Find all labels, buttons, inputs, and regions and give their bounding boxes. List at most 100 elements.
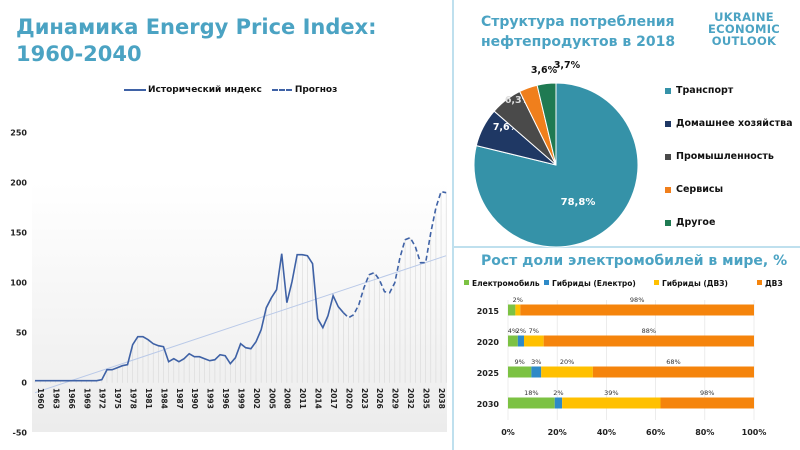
y-tick-label: 50 <box>16 329 28 338</box>
x-tick-label: 1996 <box>221 388 230 409</box>
x-tick-label: 1990 <box>190 388 199 409</box>
pie-data-label: 3,7% <box>554 60 581 71</box>
legend-swatch-icon <box>665 186 671 193</box>
bar-legend-label: ДВЗ <box>765 279 783 288</box>
legend-swatch-icon <box>665 153 671 160</box>
x-tick-label: 2038 <box>437 388 446 409</box>
horizontal-divider <box>454 246 800 248</box>
logo-line: OUTLOOK <box>711 34 777 48</box>
pie-legend-label: Сервисы <box>676 184 724 195</box>
bar-data-label: 98% <box>630 296 644 304</box>
pie-chart-title: Структура потребления нефтепродуктов в 2… <box>481 14 676 50</box>
y-tick-label: 100 <box>10 279 27 288</box>
pie-legend-label: Другое <box>676 217 716 228</box>
x-tick-label: 2029 <box>391 388 400 409</box>
y-category-label: 2025 <box>477 369 500 378</box>
consumption-pie-chart: 78,8% 7,6% 6,3% 3,6%3,7% <box>473 60 639 248</box>
x-tick-label: 1960 <box>36 388 45 409</box>
bar-chart-title: Рост доли электромобилей в мире, % <box>481 253 788 269</box>
bar-segment <box>660 397 754 409</box>
x-tick-label: 1975 <box>113 388 122 409</box>
bar-data-label: 4% <box>508 327 518 335</box>
x-tick-label: 1978 <box>129 388 138 409</box>
bar-data-label: 2% <box>516 327 526 335</box>
legend-swatch-icon <box>544 280 549 285</box>
x-tick-label: 80% <box>695 428 714 437</box>
x-tick-label: 2008 <box>283 388 292 409</box>
x-tick-label: 0% <box>501 428 515 437</box>
bar-data-label: 2% <box>513 296 523 304</box>
bar-segment <box>541 366 593 378</box>
x-tick-label: 2026 <box>375 388 384 409</box>
legend-swatch-icon <box>665 87 671 94</box>
bar-data-label: 98% <box>700 389 714 397</box>
bar-segment <box>517 335 524 347</box>
bar-segment <box>508 366 532 378</box>
logo-line: UKRAINE <box>714 10 774 24</box>
bar-segment <box>523 335 544 347</box>
legend-swatch-icon <box>665 120 671 127</box>
bar-data-label: 39% <box>604 389 618 397</box>
forecast-line <box>342 190 447 319</box>
x-tick-label: 2002 <box>252 388 261 409</box>
x-tick-label: 2005 <box>267 388 276 409</box>
pie-slice <box>536 82 557 166</box>
y-tick-label: 250 <box>10 129 27 138</box>
x-tick-label: 1993 <box>206 388 215 409</box>
bar-segment <box>515 304 521 316</box>
historical-index-line <box>35 253 345 382</box>
bar-segment <box>508 335 518 347</box>
pie-data-label: 7,6% <box>493 122 520 133</box>
x-tick-label: 1984 <box>159 388 168 409</box>
bar-data-label: 9% <box>515 358 525 366</box>
bar-data-label: 18% <box>524 389 538 397</box>
x-tick-label: 2023 <box>360 388 369 409</box>
legend-swatch-icon <box>665 219 671 226</box>
bar-segment <box>520 304 754 316</box>
y-category-label: 2015 <box>477 307 500 316</box>
x-tick-label: 2032 <box>406 388 415 409</box>
historical-legend-line-icon <box>124 89 146 91</box>
bar-segment <box>531 366 542 378</box>
x-tick-label: 1981 <box>144 388 153 409</box>
bar-data-label: 7% <box>529 327 539 335</box>
logo-line: ECONOMIC <box>708 22 781 36</box>
pie-data-label: 78,8% <box>561 197 596 208</box>
x-tick-label: 1969 <box>82 388 91 409</box>
legend-swatch-icon <box>464 280 469 285</box>
x-tick-label: 2020 <box>344 388 353 409</box>
bar-data-label: 3% <box>531 358 541 366</box>
x-tick-label: 1999 <box>236 388 245 409</box>
pie-legend-item: Другое <box>665 217 715 228</box>
pie-legend-label: Промышленность <box>676 151 774 162</box>
pie-data-label: 6,3% <box>505 95 532 106</box>
y-tick-label: 150 <box>10 229 27 238</box>
y-tick-label: -50 <box>13 429 28 438</box>
x-tick-label: 2017 <box>329 388 338 409</box>
x-tick-label: 1963 <box>51 388 60 409</box>
pie-legend-item: Промышленность <box>665 151 774 162</box>
x-tick-label: 2014 <box>314 388 323 409</box>
y-tick-label: 0 <box>21 379 27 388</box>
pie-data-label: 3,6% <box>531 65 558 76</box>
forecast-legend-label: Прогноз <box>294 85 338 95</box>
forecast-legend-dash-icon <box>271 89 292 91</box>
line-chart-legend: Исторический индекс Прогноз <box>124 85 337 95</box>
x-tick-label: 40% <box>597 428 616 437</box>
bar-segment <box>562 397 661 409</box>
bar-data-label: 88% <box>642 327 656 335</box>
pie-legend-label: Домашнее хозяйства <box>676 118 793 129</box>
x-tick-label: 20% <box>548 428 567 437</box>
pie-legend-item: Сервисы <box>665 184 723 195</box>
x-tick-label: 1972 <box>98 388 107 409</box>
bar-data-label: 20% <box>560 358 574 366</box>
y-tick-label: 200 <box>10 179 27 188</box>
ukraine-economic-outlook-logo: UKRAINE ECONOMIC OUTLOOK <box>708 11 780 47</box>
bar-segment <box>508 304 516 316</box>
bar-legend-label: Гибриды (ДВЗ) <box>662 279 728 288</box>
x-tick-label: 100% <box>742 428 767 437</box>
bar-legend-label: Гибриды (Електро) <box>552 279 636 288</box>
y-category-label: 2020 <box>477 338 500 347</box>
bar-segment <box>543 335 754 347</box>
pie-legend-item: Домашнее хозяйства <box>665 118 793 129</box>
